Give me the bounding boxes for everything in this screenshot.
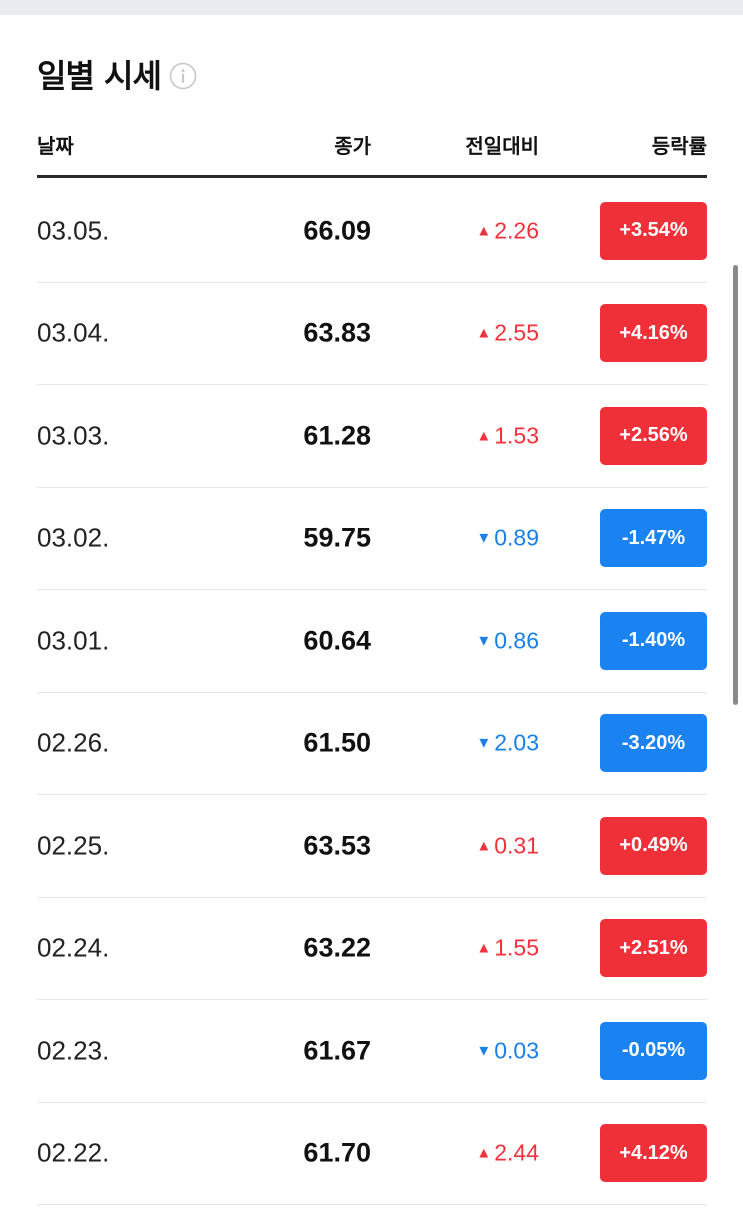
row-rate-badge: -3.20% bbox=[600, 714, 707, 773]
table-row: 03.04. 63.83 ▲ 2.55 +4.16% bbox=[37, 283, 707, 385]
page-title: 일별 시세 bbox=[37, 57, 162, 95]
direction-arrow-icon: ▲ bbox=[476, 837, 492, 855]
row-close-price: 61.28 bbox=[303, 420, 371, 451]
row-rate-badge: +2.51% bbox=[600, 919, 707, 978]
header-close: 종가 bbox=[334, 134, 371, 158]
table-row: 03.05. 66.09 ▲ 2.26 +3.54% bbox=[37, 180, 707, 283]
row-date: 02.26. bbox=[37, 727, 110, 758]
row-rate-badge: +0.49% bbox=[600, 816, 707, 875]
row-date: 02.25. bbox=[37, 830, 110, 861]
row-change-value: 0.86 bbox=[494, 627, 539, 654]
row-change-value: 0.03 bbox=[494, 1037, 539, 1064]
row-close-price: 63.53 bbox=[303, 830, 371, 861]
direction-arrow-icon: ▼ bbox=[476, 529, 492, 547]
table-header: 날짜 종가 전일대비 등락률 bbox=[37, 128, 707, 178]
row-rate-badge: -0.05% bbox=[600, 1021, 707, 1080]
row-close-price: 59.75 bbox=[303, 522, 371, 553]
row-date: 02.24. bbox=[37, 932, 110, 963]
info-icon[interactable] bbox=[169, 62, 197, 90]
row-date: 02.22. bbox=[37, 1137, 110, 1168]
row-date: 03.02. bbox=[37, 522, 110, 553]
row-close-price: 61.50 bbox=[303, 727, 371, 758]
row-change: ▲ 0.31 bbox=[476, 832, 539, 859]
header-change: 전일대비 bbox=[465, 134, 539, 158]
row-change-value: 2.03 bbox=[494, 729, 539, 756]
header-rate: 등락률 bbox=[651, 134, 707, 158]
row-change: ▲ 2.44 bbox=[476, 1140, 539, 1167]
row-rate-badge: -1.47% bbox=[600, 509, 707, 568]
row-change-value: 1.55 bbox=[494, 934, 539, 961]
row-change-value: 2.55 bbox=[494, 319, 539, 346]
row-close-price: 61.67 bbox=[303, 1035, 371, 1066]
row-date: 03.01. bbox=[37, 625, 110, 656]
row-change: ▼ 2.03 bbox=[476, 730, 539, 757]
table-row: 02.25. 63.53 ▲ 0.31 +0.49% bbox=[37, 795, 707, 898]
row-change-value: 0.31 bbox=[494, 832, 539, 859]
scrollbar[interactable] bbox=[733, 265, 738, 705]
row-rate-badge: +4.12% bbox=[600, 1124, 707, 1183]
row-close-price: 60.64 bbox=[303, 625, 371, 656]
row-date: 03.05. bbox=[37, 215, 110, 246]
row-close-price: 66.09 bbox=[303, 215, 371, 246]
row-close-price: 63.22 bbox=[303, 932, 371, 963]
row-change: ▲ 1.55 bbox=[476, 935, 539, 962]
table-row: 02.23. 61.67 ▼ 0.03 -0.05% bbox=[37, 1000, 707, 1103]
row-date: 03.04. bbox=[37, 317, 110, 348]
section-header: 일별 시세 bbox=[37, 52, 197, 96]
table-row: 02.22. 61.70 ▲ 2.44 +4.12% bbox=[37, 1103, 707, 1205]
direction-arrow-icon: ▼ bbox=[476, 1042, 492, 1060]
row-change-value: 1.53 bbox=[494, 422, 539, 449]
row-change-value: 2.44 bbox=[494, 1139, 539, 1166]
row-change: ▲ 1.53 bbox=[476, 422, 539, 449]
row-rate-badge: +2.56% bbox=[600, 406, 707, 465]
direction-arrow-icon: ▲ bbox=[476, 222, 492, 240]
direction-arrow-icon: ▲ bbox=[476, 1144, 492, 1162]
table-row: 03.03. 61.28 ▲ 1.53 +2.56% bbox=[37, 385, 707, 488]
table-row: 02.24. 63.22 ▲ 1.55 +2.51% bbox=[37, 898, 707, 1000]
row-change: ▲ 2.55 bbox=[476, 320, 539, 347]
table-row: 03.02. 59.75 ▼ 0.89 -1.47% bbox=[37, 488, 707, 590]
row-change: ▼ 0.03 bbox=[476, 1037, 539, 1064]
row-change: ▼ 0.89 bbox=[476, 525, 539, 552]
row-date: 02.23. bbox=[37, 1035, 110, 1066]
daily-price-list: 03.05. 66.09 ▲ 2.26 +3.54% 03.04. 63.83 … bbox=[37, 180, 707, 1205]
row-change-value: 0.89 bbox=[494, 524, 539, 551]
header-date: 날짜 bbox=[37, 134, 74, 158]
row-change-value: 2.26 bbox=[494, 217, 539, 244]
direction-arrow-icon: ▲ bbox=[476, 939, 492, 957]
table-row: 03.01. 60.64 ▼ 0.86 -1.40% bbox=[37, 590, 707, 693]
row-change: ▲ 2.26 bbox=[476, 217, 539, 244]
row-change: ▼ 0.86 bbox=[476, 627, 539, 654]
row-date: 03.03. bbox=[37, 420, 110, 451]
direction-arrow-icon: ▲ bbox=[476, 324, 492, 342]
top-band bbox=[0, 0, 743, 15]
direction-arrow-icon: ▼ bbox=[476, 734, 492, 752]
row-rate-badge: +4.16% bbox=[600, 304, 707, 363]
row-rate-badge: +3.54% bbox=[600, 201, 707, 260]
direction-arrow-icon: ▲ bbox=[476, 427, 492, 445]
direction-arrow-icon: ▼ bbox=[476, 632, 492, 650]
row-rate-badge: -1.40% bbox=[600, 611, 707, 670]
row-close-price: 61.70 bbox=[303, 1137, 371, 1168]
table-row: 02.26. 61.50 ▼ 2.03 -3.20% bbox=[37, 693, 707, 795]
row-close-price: 63.83 bbox=[303, 317, 371, 348]
